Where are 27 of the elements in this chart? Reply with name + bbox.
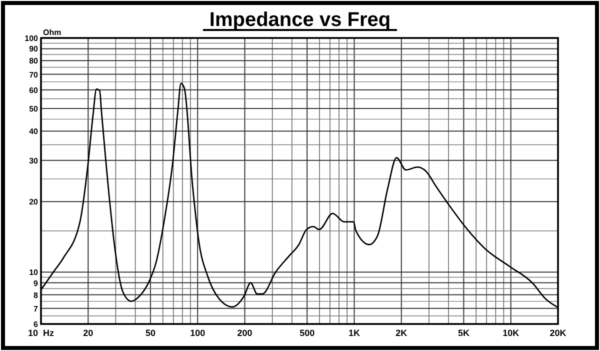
x-tick-label: 2K (396, 328, 408, 338)
y-tick-label: 7 (34, 304, 39, 314)
x-tick-label: 1K (348, 328, 360, 338)
x-tick-label: 10K (502, 328, 520, 338)
x-tick-label: 10 Hz (28, 328, 55, 338)
y-tick-label: 100 (24, 34, 39, 43)
x-tick-label: 50 (145, 328, 156, 338)
x-tick-label: 200 (237, 328, 252, 338)
x-tick-label: 20K (550, 328, 567, 338)
y-tick-label: 8 (34, 290, 39, 300)
y-tick-label: 9 (34, 278, 39, 288)
y-tick-label: 10 (29, 268, 39, 278)
x-tick-label: 20 (83, 328, 94, 338)
x-tick-label: 100 (190, 328, 206, 338)
y-tick-label: 50 (29, 104, 39, 114)
x-tick-label: 500 (300, 328, 315, 338)
x-tick-label: 5K (458, 328, 470, 338)
y-tick-label: 40 (29, 127, 39, 136)
y-tick-label: 80 (29, 56, 39, 66)
y-tick-label: 6 (34, 320, 39, 329)
chart-title: Impedance vs Freq (209, 9, 391, 31)
y-tick-label: 30 (29, 156, 39, 166)
y-axis-title: Ohm (43, 28, 62, 37)
y-tick-label: 20 (29, 198, 39, 207)
y-tick-label: 90 (29, 44, 39, 54)
y-tick-label: 60 (29, 86, 39, 95)
y-tick-label: 70 (29, 70, 39, 80)
